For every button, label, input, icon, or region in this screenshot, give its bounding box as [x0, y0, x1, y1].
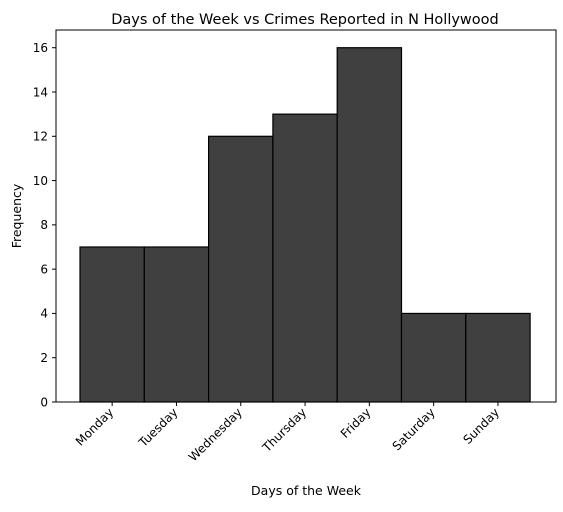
y-tick-label-0: 0 [40, 395, 48, 409]
x-axis: Monday Tuesday Wednesday Thursday Friday Satu… [73, 402, 502, 464]
bars-layer [79, 47, 531, 403]
x-tick-label-friday: Friday [338, 405, 374, 441]
bar-friday [336, 47, 403, 403]
y-axis: 0 2 4 6 8 10 12 14 16 [33, 41, 56, 409]
bar-thursday [272, 113, 338, 403]
y-tick-label-10: 10 [33, 174, 48, 188]
bar-sunday [465, 312, 531, 403]
x-tick-label-saturday: Saturday [390, 405, 438, 453]
x-axis-label: Days of the Week [251, 483, 362, 498]
y-tick-label-6: 6 [40, 262, 48, 276]
y-tick-label-8: 8 [40, 218, 48, 232]
plot-frame [55, 29, 557, 403]
y-tick-label-12: 12 [33, 130, 48, 144]
y-tick-label-4: 4 [40, 307, 48, 321]
bar-wednesday [208, 135, 274, 403]
x-tick-label-tuesday: Tuesday [135, 405, 180, 450]
x-tick-label-monday: Monday [73, 405, 116, 448]
bar-monday [79, 246, 145, 403]
bar-tuesday [143, 246, 210, 403]
bar-saturday [400, 312, 467, 403]
x-tick-label-sunday: Sunday [460, 405, 502, 447]
y-tick-label-14: 14 [33, 85, 48, 99]
chart-title: Days of the Week vs Crimes Reported in N… [111, 12, 499, 28]
y-tick-label-16: 16 [33, 41, 48, 55]
x-tick-label-wednesday: Wednesday [186, 405, 245, 464]
y-axis-label: Frequency [9, 183, 24, 248]
y-tick-label-2: 2 [40, 351, 48, 365]
x-tick-label-thursday: Thursday [259, 405, 309, 455]
